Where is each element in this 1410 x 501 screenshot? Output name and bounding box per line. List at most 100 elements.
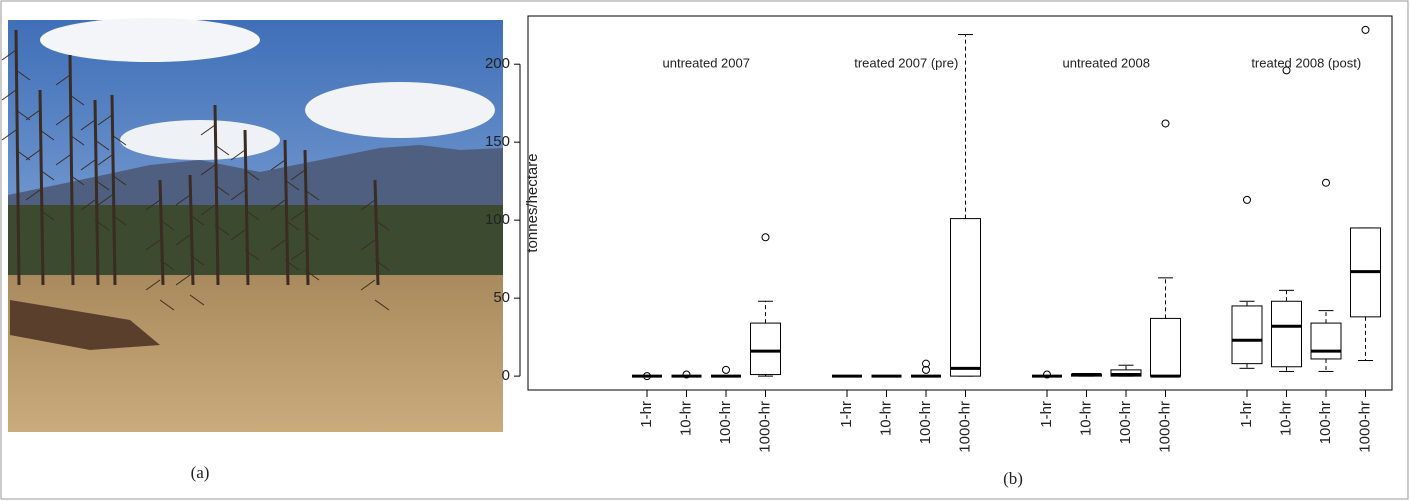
x-tick-label: 1000-hr	[956, 401, 973, 453]
outlier	[1043, 370, 1051, 379]
branch	[214, 144, 230, 156]
branch	[97, 114, 113, 126]
box	[750, 322, 781, 376]
branch	[111, 214, 127, 226]
outlier	[1282, 66, 1291, 75]
branch	[374, 219, 390, 231]
branch	[94, 179, 110, 191]
branch	[284, 259, 300, 271]
box	[1231, 305, 1263, 365]
branch	[214, 224, 230, 236]
x-tick-label: 100-hr	[1117, 401, 1134, 444]
branch	[360, 279, 376, 291]
y-axis-label: tonnes/hectare	[524, 153, 541, 252]
y-tick-label: 100	[485, 211, 510, 228]
x-tick-label: 10-hr	[1277, 401, 1294, 436]
branch	[290, 249, 306, 261]
y-tick-label: 150	[485, 133, 510, 150]
mountains	[8, 145, 503, 215]
tree	[188, 174, 195, 286]
cloud	[305, 82, 495, 138]
tree	[213, 104, 220, 286]
branch	[270, 239, 286, 251]
outlier	[682, 370, 691, 379]
branch	[270, 159, 286, 171]
group-label: untreated 2008	[1063, 56, 1150, 71]
branch	[214, 184, 230, 196]
x-tick-label: 1-hr	[1238, 401, 1255, 428]
branch	[230, 149, 246, 161]
y-tick-label: 0	[502, 367, 510, 384]
branch	[55, 154, 71, 166]
photo	[1, 18, 503, 432]
tree	[14, 29, 21, 286]
x-tick-label: 100-hr	[717, 401, 734, 444]
branch	[97, 154, 113, 166]
box	[1271, 300, 1302, 368]
x-tick-label: 1000-hr	[1356, 401, 1373, 453]
branch	[145, 199, 161, 211]
outlier	[722, 365, 730, 374]
branch	[175, 234, 191, 246]
branch	[111, 174, 127, 186]
log	[10, 300, 160, 350]
branch	[244, 169, 260, 181]
x-tick-label: 10-hr	[1077, 401, 1094, 436]
branch	[80, 119, 96, 131]
branch	[304, 269, 320, 281]
outlier	[1243, 195, 1251, 204]
group-label: untreated 2007	[663, 56, 750, 71]
x-tick-label: 1-hr	[838, 401, 855, 428]
branch	[290, 209, 306, 221]
box	[1150, 317, 1181, 377]
branch	[39, 209, 55, 221]
branch	[25, 189, 41, 201]
branch	[25, 149, 41, 161]
outlier	[1361, 25, 1370, 34]
box	[1110, 369, 1142, 377]
branch	[97, 194, 113, 206]
branch	[374, 259, 390, 271]
branch	[304, 229, 320, 241]
tree	[303, 149, 310, 286]
outlier	[761, 233, 770, 242]
branch	[1, 89, 17, 101]
x-tick-label: 1-hr	[1038, 401, 1055, 428]
branch	[230, 229, 246, 241]
x-tick-label: 10-hr	[677, 401, 694, 436]
branch	[189, 254, 205, 266]
ground	[8, 275, 503, 432]
tree	[68, 54, 75, 286]
tree	[283, 139, 290, 286]
branch	[159, 219, 175, 231]
branch	[145, 239, 161, 251]
branch	[360, 199, 376, 211]
branch	[94, 139, 110, 151]
branch	[189, 214, 205, 226]
branch	[69, 94, 85, 106]
x-tick-label: 100-hr	[1317, 401, 1334, 444]
outlier	[643, 372, 651, 381]
branch	[15, 69, 31, 81]
tree	[110, 94, 117, 286]
tree	[93, 99, 100, 286]
branch	[159, 299, 175, 311]
group-label: treated 2007 (pre)	[854, 56, 958, 71]
branch	[175, 194, 191, 206]
x-tick-label: 1-hr	[638, 401, 655, 428]
box	[950, 218, 981, 377]
branch	[69, 134, 85, 146]
tree	[158, 179, 165, 286]
branch	[94, 219, 110, 231]
x-tick-label: 10-hr	[877, 401, 894, 436]
branch	[200, 204, 216, 216]
outlier	[922, 365, 930, 374]
branch	[80, 159, 96, 171]
branch	[39, 169, 55, 181]
caption: (a)	[191, 463, 210, 482]
branch	[200, 124, 216, 136]
outlier	[1161, 119, 1170, 128]
branch	[360, 239, 376, 251]
